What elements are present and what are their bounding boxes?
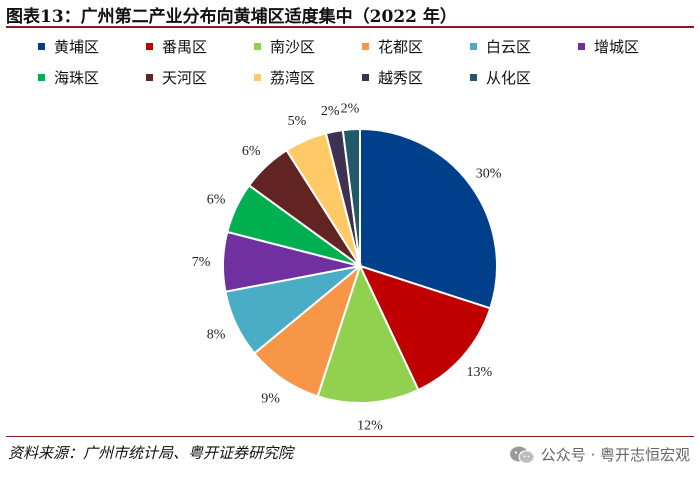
legend-item: 越秀区 [362,67,470,88]
footer-divider [6,436,694,437]
legend-label: 从化区 [486,69,532,87]
chart-title: 图表13：广州第二产业分布向黄埔区适度集中（2022 年） [6,7,457,27]
legend-swatch [470,74,477,81]
slice-value-label: 9% [261,392,280,407]
slice-value-label: 12% [357,419,383,434]
legend-label: 越秀区 [378,69,424,87]
legend-swatch [38,43,45,50]
title-divider [6,26,694,28]
slice-value-label: 2% [341,101,360,116]
slice-value-label: 30% [476,167,502,182]
legend-swatch [578,43,585,50]
legend-item: 天河区 [146,67,254,88]
legend-swatch [146,43,153,50]
pie-slice-11 [341,127,361,267]
legend-label: 南沙区 [270,38,316,56]
slice-value-label: 7% [192,255,211,270]
legend-label: 海珠区 [54,69,100,87]
slice-value-label: 6% [207,192,226,207]
slice-value-label: 2% [321,104,340,119]
slice-value-label: 13% [466,365,492,380]
legend-item: 南沙区 [254,36,362,57]
slice-value-label: 5% [288,114,307,129]
legend-item: 黄埔区 [38,36,146,57]
slice-value-label: 8% [207,328,226,343]
legend-item: 海珠区 [38,67,146,88]
legend-item: 白云区 [470,36,578,57]
legend-label: 白云区 [486,38,532,56]
wechat-icon [509,446,535,464]
legend-item: 番禺区 [146,36,254,57]
pie-slice-3 [316,263,420,404]
legend-swatch [38,74,45,81]
legend-item: 荔湾区 [254,67,362,88]
chart-legend: 黄埔区 番禺区 南沙区 花都区 白云区 增城区海珠区 天河区 荔湾区 越秀区 从化区 [38,36,688,88]
legend-item: 增城区 [578,36,686,57]
legend-swatch [146,74,153,81]
legend-swatch [362,43,369,50]
source-note: 资料来源：广州市统计局、粤开证券研究院 [8,444,294,462]
pie-slice-2 [358,264,492,392]
slice-value-label: 6% [242,144,261,159]
legend-label: 花都区 [378,38,424,56]
legend-label: 增城区 [594,38,640,56]
pie-slice-1 [359,127,498,310]
legend-swatch [362,74,369,81]
legend-swatch [254,43,261,50]
watermark-text: 公众号 · 粤开志恒宏观 [540,446,690,464]
legend-label: 黄埔区 [54,38,100,56]
legend-swatch [470,43,477,50]
watermark: 公众号 · 粤开志恒宏观 [509,444,690,465]
legend-label: 天河区 [162,69,208,87]
legend-swatch [254,74,261,81]
legend-label: 荔湾区 [270,69,316,87]
legend-item: 花都区 [362,36,470,57]
legend-item: 从化区 [470,67,578,88]
legend-label: 番禺区 [162,38,208,56]
